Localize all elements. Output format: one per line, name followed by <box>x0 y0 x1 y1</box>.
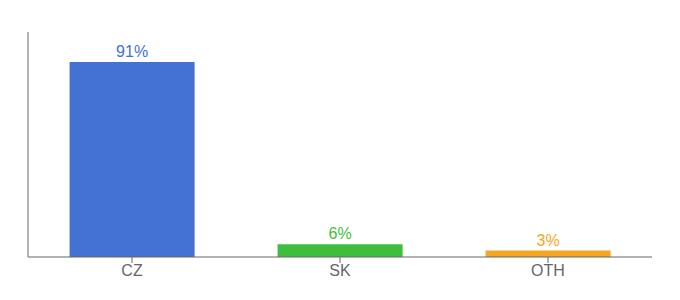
svg-text:OTH: OTH <box>531 262 565 279</box>
svg-text:6%: 6% <box>329 225 352 242</box>
svg-text:3%: 3% <box>537 232 560 249</box>
svg-text:91%: 91% <box>116 43 148 60</box>
svg-text:SK: SK <box>329 262 351 279</box>
svg-text:CZ: CZ <box>121 262 143 279</box>
